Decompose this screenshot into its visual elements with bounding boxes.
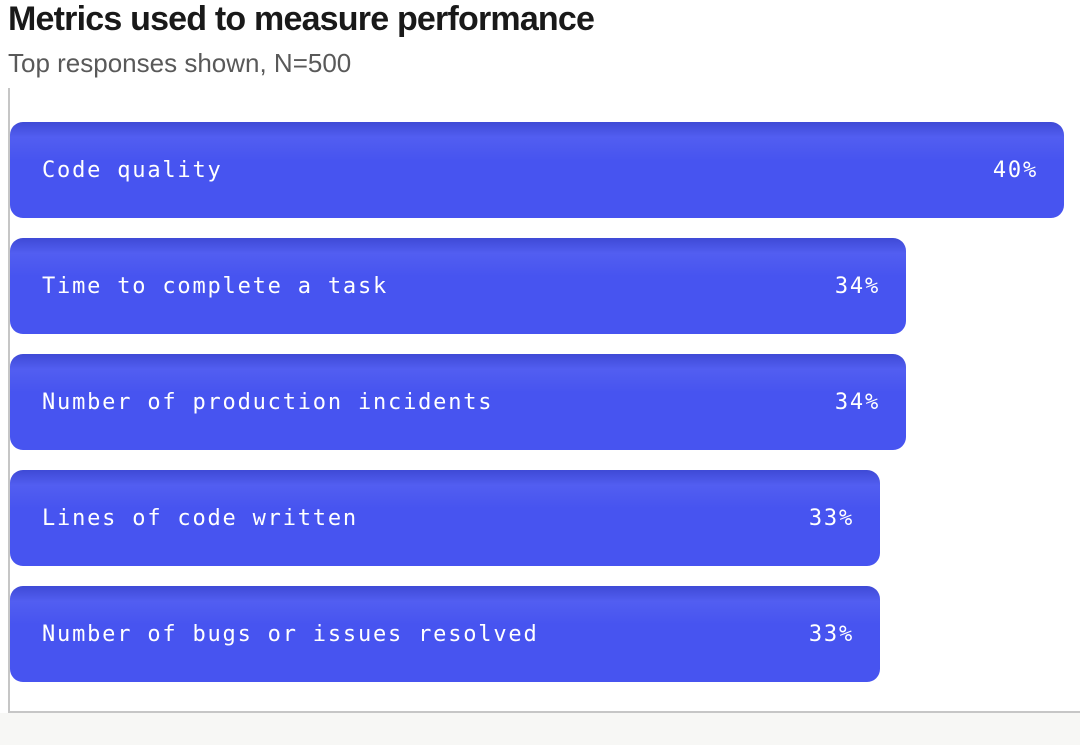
bar-category-label: Code quality [42,157,223,183]
bar-value-label: 34% [834,389,880,415]
bar-time-to-complete-a-task: Time to complete a task 34% [10,238,906,334]
chart-title: Metrics used to measure performance [8,0,595,38]
bar-group: Code quality 40% Time to complete a task 34… [10,122,1080,682]
chart-subtitle: Top responses shown, N=500 [8,48,352,78]
x-axis-line [8,711,1080,713]
bottom-margin-strip [0,713,1080,745]
bar-value-label: 33% [808,505,854,531]
bar-category-label: Lines of code written [42,505,358,531]
bar-value-label: 33% [808,621,854,647]
bar-category-label: Number of bugs or issues resolved [42,621,539,647]
bar-lines-of-code-written: Lines of code written 33% [10,470,880,566]
bar-number-of-bugs-or-issues-resolved: Number of bugs or issues resolved 33% [10,586,880,682]
bar-number-of-production-incidents: Number of production incidents 34% [10,354,906,450]
bar-value-label: 34% [834,273,880,299]
bar-category-label: Time to complete a task [42,273,389,299]
bar-code-quality: Code quality 40% [10,122,1064,218]
bar-value-label: 40% [992,157,1038,183]
bar-category-label: Number of production incidents [42,389,494,415]
y-axis-line [8,88,10,712]
